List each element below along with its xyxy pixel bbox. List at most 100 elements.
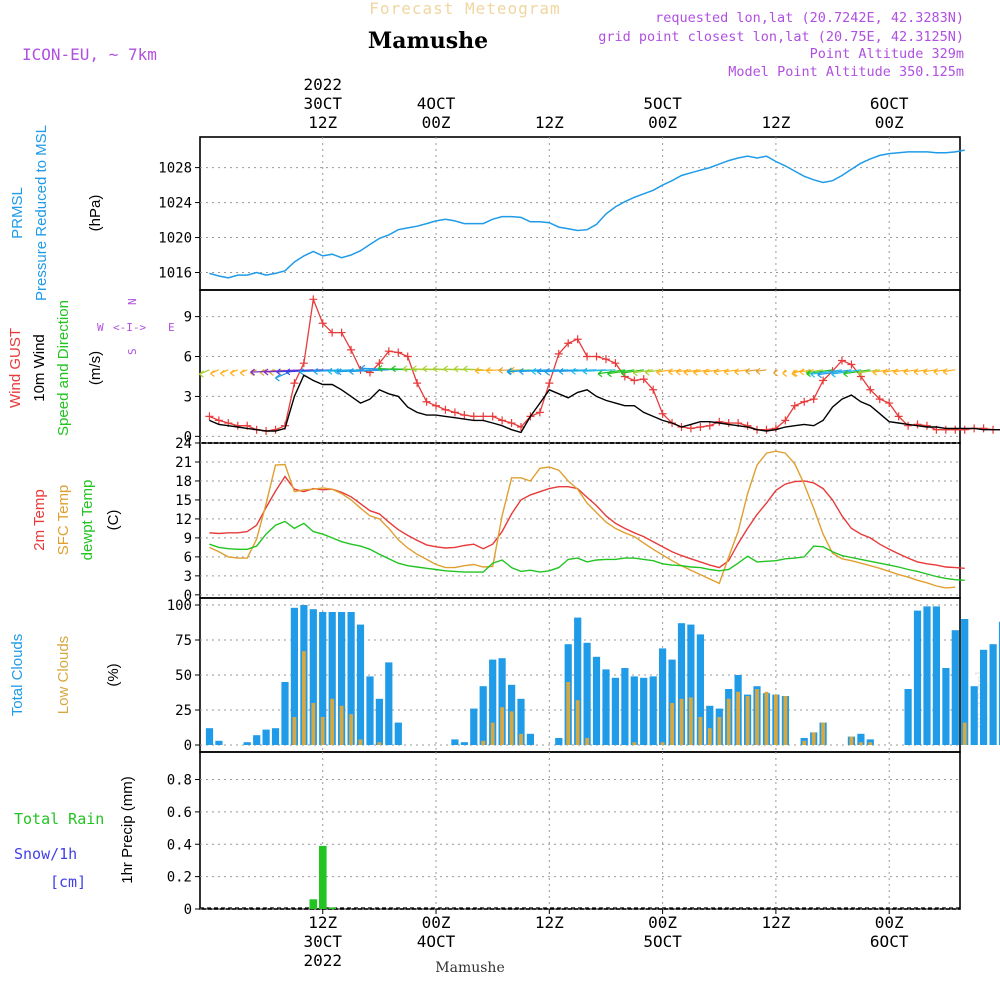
ytick-label: 1020 — [158, 231, 192, 247]
gust-point — [375, 359, 384, 368]
total-cloud-bar — [602, 669, 610, 745]
gust-point — [347, 345, 356, 354]
gust-point — [951, 425, 960, 434]
top-time-label: 00Z — [875, 113, 904, 132]
ytick-label: 18 — [175, 474, 192, 490]
gust-point — [979, 424, 988, 433]
total-cloud-bar — [309, 609, 317, 745]
total-cloud-bar — [215, 740, 223, 745]
gust-point — [479, 412, 488, 421]
total-cloud-bar — [706, 705, 714, 745]
low-cloud-bar — [377, 742, 382, 745]
wind-direction-arrow — [734, 368, 748, 376]
low-cloud-bar — [575, 700, 580, 745]
total-cloud-bar — [649, 676, 657, 745]
top-time-label: 4OCT — [417, 94, 456, 113]
total-cloud-bar — [583, 642, 591, 745]
wind-direction-arrow — [632, 369, 654, 377]
total-cloud-bar — [328, 612, 336, 745]
total-cloud-bar — [281, 682, 289, 745]
panel-frame-wind — [199, 289, 961, 444]
total-cloud-bar — [998, 621, 1000, 745]
ytick-label: 50 — [175, 668, 192, 684]
gust-point — [705, 421, 714, 430]
ytick-label: 21 — [175, 455, 192, 471]
gust-point — [611, 359, 620, 368]
rain-bar — [309, 899, 318, 909]
low-cloud-bar — [726, 698, 731, 745]
gust-point — [639, 375, 648, 384]
bottom-time-label: 12Z — [535, 913, 564, 932]
gust-point — [875, 395, 884, 404]
gust-point — [894, 412, 903, 421]
low-cloud-bar — [490, 722, 495, 745]
wind-direction-arrow — [755, 367, 767, 375]
gust-point — [214, 416, 223, 425]
total-cloud-bar — [951, 630, 959, 745]
gust-point — [413, 379, 422, 388]
wind-unit: (m/s) — [87, 351, 104, 385]
low-cloud-bar — [500, 707, 504, 745]
ytick-label: 0.4 — [167, 837, 192, 853]
model-name: ICON-EU, ~ 7km — [22, 45, 157, 64]
total-cloud-bar — [290, 607, 298, 745]
low-cloud-bar — [585, 738, 589, 745]
clouds-unit: (%) — [105, 663, 122, 686]
total-cloud-bar — [489, 659, 497, 745]
total-cloud-bar — [460, 742, 468, 745]
ytick-label: 0 — [184, 902, 192, 918]
gust-point — [507, 419, 516, 428]
gust-label: Wind GUST — [7, 328, 24, 408]
low-cloud-bar — [774, 694, 778, 745]
gust-point — [450, 408, 459, 417]
pressure-label-2: Pressure Reduced to MSL — [33, 125, 50, 301]
panel-frame-pressure — [199, 136, 961, 291]
gust-point — [233, 421, 242, 430]
top-time-label: 2022 — [303, 75, 342, 94]
bottom-time-label: 00Z — [422, 913, 451, 932]
low-cloud-bar — [311, 703, 316, 745]
wind-speed-line — [209, 374, 1000, 434]
total-cloud-bar — [319, 612, 327, 745]
low-cloud-bar — [481, 740, 486, 745]
wind-direction-arrow — [933, 368, 946, 376]
gust-point — [384, 347, 393, 356]
ytick-label: 24 — [175, 436, 192, 452]
low-cloud-bar — [566, 682, 571, 745]
ytick-label: 75 — [175, 633, 192, 649]
total-cloud-bar — [470, 708, 478, 745]
total-cloud-bar — [913, 610, 922, 745]
ytick-label: 1024 — [158, 196, 192, 212]
compass-south: S — [126, 348, 139, 355]
top-time-label: 6OCT — [870, 94, 909, 113]
gust-point — [422, 397, 431, 406]
gridpoint-coords: grid point closest lon,lat (20.75E, 42.3… — [598, 29, 964, 45]
bottom-time-label: 5OCT — [643, 932, 682, 951]
gust-point — [554, 349, 563, 358]
low-cloud-bar — [755, 689, 759, 745]
ytick-label: 1028 — [158, 161, 192, 177]
low-cloud-bar — [962, 722, 967, 745]
low-cloud-bar — [811, 732, 816, 745]
total-cloud-bar — [385, 662, 393, 745]
ytick-label: 0.8 — [167, 773, 192, 789]
gust-point — [960, 425, 969, 434]
gust-point — [394, 348, 403, 357]
compass-east: E — [168, 321, 175, 334]
total-cloud-bar — [923, 606, 931, 745]
low-cloud-bar — [859, 742, 863, 745]
low-cloud-bar — [349, 714, 353, 745]
temp-sfc-line — [209, 450, 956, 589]
top-time-label: 00Z — [422, 113, 451, 132]
total-cloud-bar — [857, 733, 865, 745]
top-time-label: 12Z — [535, 113, 564, 132]
total-cloud-bar — [970, 686, 978, 745]
gust-point — [498, 416, 507, 425]
ytick-label: 0 — [184, 588, 192, 604]
gust-point — [856, 372, 865, 381]
gust-point — [460, 411, 469, 420]
gust-point — [819, 376, 828, 385]
gust-point — [592, 352, 601, 361]
bottom-time-label: 12Z — [308, 913, 337, 932]
ytick-label: 100 — [167, 598, 192, 614]
